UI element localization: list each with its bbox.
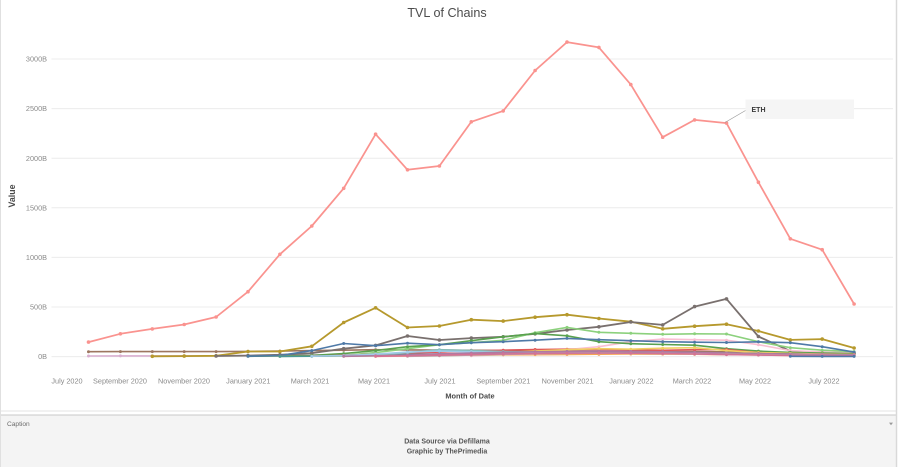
svg-text:November 2021: November 2021 xyxy=(542,377,594,386)
svg-text:500B: 500B xyxy=(30,303,47,312)
svg-text:TVL of Chains: TVL of Chains xyxy=(407,6,486,20)
svg-text:January 2021: January 2021 xyxy=(226,377,270,386)
svg-text:0B: 0B xyxy=(38,352,47,361)
svg-text:September 2020: September 2020 xyxy=(93,377,147,386)
svg-text:March 2022: March 2022 xyxy=(673,377,712,386)
svg-text:2000B: 2000B xyxy=(26,154,47,163)
svg-text:March 2021: March 2021 xyxy=(291,377,330,386)
svg-text:Data Source via Defillama: Data Source via Defillama xyxy=(404,439,490,446)
svg-text:Month of Date: Month of Date xyxy=(445,392,494,401)
svg-text:1000B: 1000B xyxy=(26,253,47,262)
svg-text:ETH: ETH xyxy=(752,107,766,114)
svg-text:January 2022: January 2022 xyxy=(609,377,653,386)
svg-text:2500B: 2500B xyxy=(26,104,47,113)
svg-text:Graphic by ThePrimedia: Graphic by ThePrimedia xyxy=(407,449,488,456)
svg-text:Caption: Caption xyxy=(7,421,30,428)
svg-text:November 2020: November 2020 xyxy=(158,377,210,386)
svg-text:September 2021: September 2021 xyxy=(476,377,530,386)
svg-text:May 2022: May 2022 xyxy=(739,377,771,386)
svg-text:3000B: 3000B xyxy=(26,55,47,64)
svg-text:July 2021: July 2021 xyxy=(424,377,455,386)
svg-text:Value: Value xyxy=(7,184,17,207)
svg-text:July 2022: July 2022 xyxy=(808,377,839,386)
svg-text:May 2021: May 2021 xyxy=(358,377,390,386)
svg-text:1500B: 1500B xyxy=(26,203,47,212)
svg-text:July 2020: July 2020 xyxy=(51,377,82,386)
